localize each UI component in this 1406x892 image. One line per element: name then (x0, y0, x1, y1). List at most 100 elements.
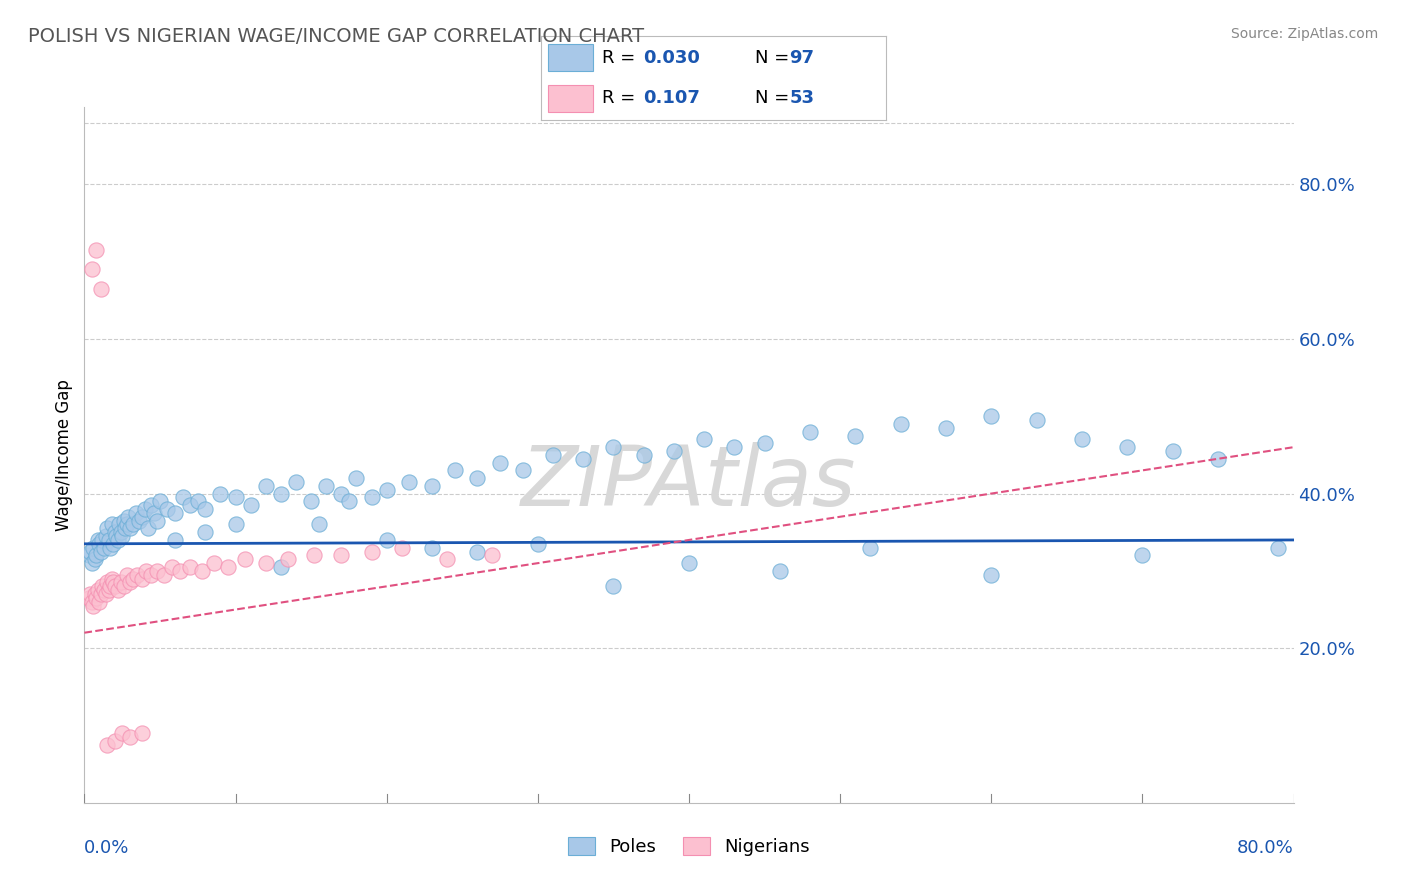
Point (270, 560, 292, 574)
Point (165, 506, 187, 520)
Point (330, 549, 353, 563)
Point (799, 425, 821, 439)
Point (179, 560, 201, 574)
Text: POLISH VS NIGERIAN WAGE/INCOME GAP CORRELATION CHART: POLISH VS NIGERIAN WAGE/INCOME GAP CORRE… (28, 27, 644, 45)
Point (202, 556, 225, 570)
Text: 0.030: 0.030 (643, 49, 700, 67)
Point (93, 541, 115, 555)
Point (277, 552, 299, 566)
Text: 0.107: 0.107 (643, 89, 700, 107)
Point (662, 444, 685, 458)
Bar (548, 85, 593, 112)
Point (693, 433, 716, 447)
Point (100, 572, 122, 586)
Point (346, 471, 368, 485)
Point (98, 579, 121, 593)
Point (360, 544, 382, 558)
Point (194, 502, 217, 516)
Point (160, 560, 183, 574)
Point (117, 509, 139, 524)
Point (101, 537, 124, 551)
Point (398, 475, 420, 489)
Point (118, 575, 141, 590)
Point (108, 517, 131, 532)
Point (128, 514, 150, 528)
Point (254, 556, 277, 570)
Point (149, 494, 172, 508)
Point (80, 595, 103, 609)
Point (86, 243, 108, 257)
Text: 80.0%: 80.0% (1237, 839, 1294, 857)
Text: N =: N = (755, 49, 794, 67)
Point (254, 479, 277, 493)
Y-axis label: Wage/Income Gap: Wage/Income Gap (55, 379, 73, 531)
Point (104, 579, 127, 593)
Point (82, 541, 104, 555)
Point (111, 529, 134, 543)
Point (225, 491, 247, 505)
Text: 0.0%: 0.0% (84, 839, 129, 857)
Point (360, 491, 382, 505)
Point (87, 583, 110, 598)
Point (112, 579, 135, 593)
Point (139, 567, 162, 582)
Point (481, 549, 503, 563)
Point (90, 282, 112, 296)
Point (104, 525, 127, 540)
Point (1130, 549, 1153, 563)
Point (86, 591, 108, 605)
Point (270, 486, 292, 500)
Point (980, 409, 1002, 424)
Point (890, 417, 912, 431)
Point (541, 448, 564, 462)
Point (572, 451, 595, 466)
Text: 53: 53 (789, 89, 814, 107)
Point (98, 541, 121, 555)
Point (859, 541, 882, 555)
Point (633, 448, 655, 462)
Point (110, 525, 132, 540)
Point (225, 517, 247, 532)
Point (217, 560, 239, 574)
Point (467, 544, 489, 558)
Point (94, 587, 117, 601)
Point (100, 517, 122, 532)
Point (104, 734, 127, 748)
Point (127, 567, 149, 582)
Point (308, 517, 330, 532)
Point (302, 549, 325, 563)
Point (512, 463, 534, 477)
Point (97, 583, 120, 598)
Point (602, 440, 624, 454)
Point (330, 486, 353, 500)
Point (420, 479, 443, 493)
Point (142, 506, 165, 520)
Point (1071, 433, 1094, 447)
Point (135, 564, 157, 578)
Text: R =: R = (602, 89, 647, 107)
Point (146, 564, 169, 578)
Point (97, 533, 120, 547)
Point (1267, 541, 1289, 555)
Text: R =: R = (602, 49, 641, 67)
Point (118, 730, 141, 744)
Point (179, 498, 201, 512)
Point (375, 533, 398, 547)
Point (107, 533, 129, 547)
Point (187, 494, 209, 508)
Point (131, 572, 153, 586)
Point (980, 567, 1002, 582)
Point (131, 726, 153, 740)
Point (467, 471, 489, 485)
Point (77, 549, 100, 563)
Point (420, 541, 443, 555)
Point (89, 595, 111, 609)
Point (769, 564, 792, 578)
Point (96, 521, 118, 535)
Point (121, 572, 143, 586)
Point (89, 537, 111, 551)
Text: N =: N = (755, 89, 794, 107)
Point (678, 556, 700, 570)
Point (1161, 444, 1184, 458)
Point (110, 575, 132, 590)
